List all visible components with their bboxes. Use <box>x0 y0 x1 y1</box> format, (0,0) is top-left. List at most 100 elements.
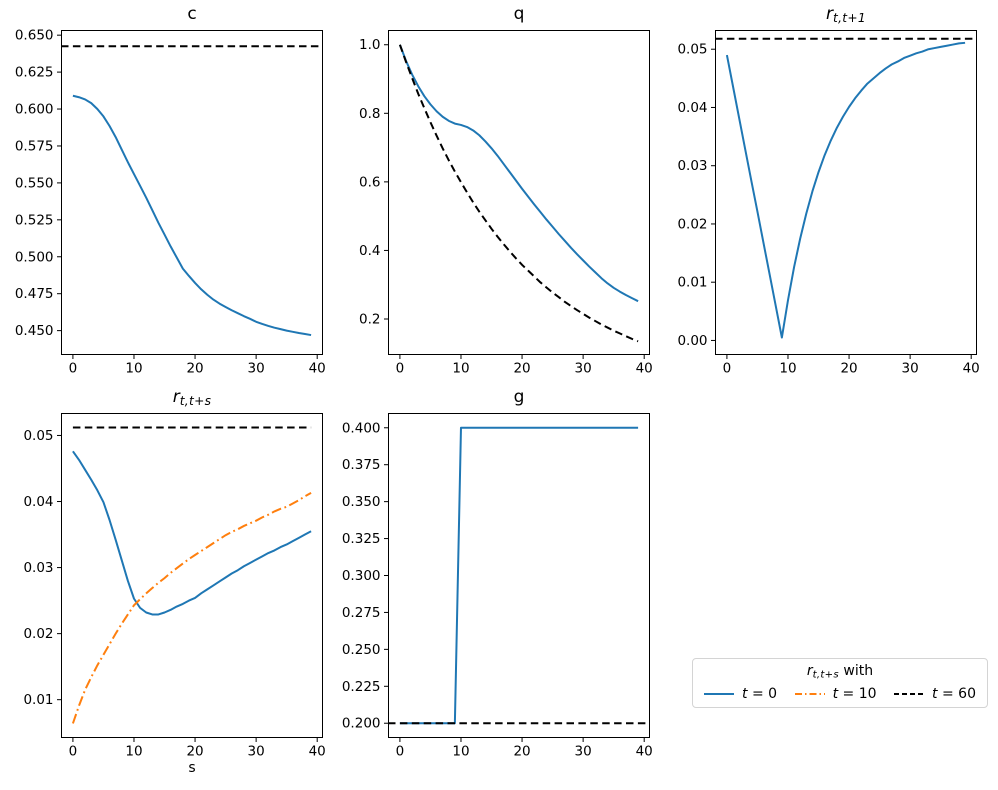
svg-text:0.2: 0.2 <box>359 312 380 328</box>
y-axis-ticks: 0.450 0.475 0.500 0.525 0.550 0.575 0.600 0.625… <box>15 28 61 339</box>
svg-text:0.6: 0.6 <box>359 174 380 190</box>
svg-text:0.8: 0.8 <box>359 106 380 122</box>
svg-text:40: 40 <box>636 744 653 760</box>
svg-text:0.00: 0.00 <box>677 333 707 349</box>
svg-text:40: 40 <box>309 744 326 760</box>
svg-text:0: 0 <box>69 744 78 760</box>
svg-text:0.600: 0.600 <box>15 102 54 118</box>
axes-spines <box>61 413 323 738</box>
svg-text:40: 40 <box>636 361 653 377</box>
svg-text:0.03: 0.03 <box>23 560 53 576</box>
svg-text:0.625: 0.625 <box>15 65 54 81</box>
x-axis-ticks: 0 10 20 30 40 <box>396 738 653 760</box>
axes-spines <box>715 30 977 355</box>
y-axis-ticks: 0.00 0.01 0.02 0.03 0.04 0.05 <box>677 42 715 349</box>
svg-text:0.475: 0.475 <box>15 286 54 302</box>
legend-item-t10: t = 10 <box>794 686 877 702</box>
svg-text:40: 40 <box>963 361 980 377</box>
svg-text:10: 10 <box>125 744 142 760</box>
legend-title-var: r <box>806 663 813 679</box>
chart-r-t-t1: 0 10 20 30 40 0.00 0.01 0.02 0.03 0.04 0.05 rt,t+1 <box>677 4 980 377</box>
svg-text:0.350: 0.350 <box>342 494 381 510</box>
svg-text:20: 20 <box>186 744 203 760</box>
legend-label-t10: t = 10 <box>832 686 877 702</box>
series-t-10 <box>71 492 312 724</box>
legend-sample-dashed-line <box>894 693 925 695</box>
svg-text:0.525: 0.525 <box>15 212 54 228</box>
series-q-dashed <box>398 44 639 343</box>
svg-text:0.4: 0.4 <box>359 243 380 259</box>
axes-spines <box>388 413 650 738</box>
legend-title-suffix: with <box>838 663 874 679</box>
svg-text:30: 30 <box>248 744 265 760</box>
svg-text:20: 20 <box>513 744 530 760</box>
axes-spines <box>388 30 650 355</box>
plot-area-rts: 0 10 20 30 40 0.01 0.02 0.03 0.04 0.05 <box>23 413 326 760</box>
svg-text:20: 20 <box>186 361 203 377</box>
x-axis-ticks: 0 10 20 30 40 <box>69 738 326 760</box>
svg-text:30: 30 <box>575 744 592 760</box>
chart-c: 0 10 20 30 40 0.450 0.475 0.500 0.525 0.550 0.575 0… <box>15 4 326 377</box>
x-axis-ticks: 0 10 20 30 40 <box>396 355 653 377</box>
svg-text:0.05: 0.05 <box>677 42 707 58</box>
svg-text:0: 0 <box>396 361 405 377</box>
svg-text:0.650: 0.650 <box>15 28 54 44</box>
series-r-one-period <box>725 41 966 339</box>
plot-area-c: 0 10 20 30 400.4500.4750.5000.5250.5500.5750… <box>15 28 326 377</box>
y-axis-ticks: 0.2 0.4 0.6 0.8 1.0 <box>359 37 388 328</box>
svg-text:0.200: 0.200 <box>342 716 381 732</box>
svg-text:0.04: 0.04 <box>677 100 707 116</box>
svg-text:10: 10 <box>779 361 796 377</box>
series-c-path <box>72 94 312 337</box>
chart-title-r1: rt,t+1 <box>825 4 867 26</box>
svg-text:10: 10 <box>452 361 469 377</box>
legend-items: t = 0 t = 10 t = 60 <box>704 686 976 702</box>
svg-text:0.275: 0.275 <box>342 605 381 621</box>
svg-text:0.02: 0.02 <box>23 626 53 642</box>
plot-area-q: 0 10 20 30 40 0.2 0.4 0.6 0.8 1.0 <box>359 30 653 377</box>
legend-item-t0: t = 0 <box>704 686 777 702</box>
y-axis-ticks: 0.01 0.02 0.03 0.04 0.05 <box>23 428 61 708</box>
svg-text:0.575: 0.575 <box>15 138 54 154</box>
chart-title-q: q <box>513 4 525 24</box>
svg-text:0.375: 0.375 <box>342 457 381 473</box>
legend-label-t0: t = 0 <box>742 686 778 702</box>
legend-label-t60: t = 60 <box>932 686 976 702</box>
legend-sample-dashdot-line <box>794 693 825 695</box>
chart-g: 0 10 20 30 40 0.200 0.225 0.250 0.275 0.300 0.325 0… <box>342 387 653 760</box>
x-axis-label-rts: s <box>188 760 196 776</box>
svg-text:0.01: 0.01 <box>23 692 53 708</box>
svg-text:10: 10 <box>125 361 142 377</box>
svg-text:0: 0 <box>69 361 78 377</box>
svg-text:0.04: 0.04 <box>23 494 53 510</box>
legend-item-t60: t = 60 <box>894 686 976 702</box>
svg-text:0.05: 0.05 <box>23 428 53 444</box>
chart-title-c: c <box>187 4 197 24</box>
chart-title-g: g <box>513 387 525 407</box>
svg-text:0.01: 0.01 <box>677 275 707 291</box>
legend-sample-solid-line <box>704 693 734 695</box>
svg-text:0.03: 0.03 <box>677 158 707 174</box>
svg-text:0.325: 0.325 <box>342 531 381 547</box>
svg-text:0.500: 0.500 <box>15 249 54 265</box>
plot-area-g: 0 10 20 30 400.2000.2250.2500.2750.3000.3250… <box>342 413 653 760</box>
axes-spines <box>61 30 323 355</box>
legend: rt,t+s with t = 0 t = 10 t = 60 <box>692 658 988 708</box>
svg-text:30: 30 <box>575 361 592 377</box>
svg-text:0.300: 0.300 <box>342 568 381 584</box>
x-axis-ticks: 0 10 20 30 40 <box>723 355 980 377</box>
chart-title-rts: rt,t+s <box>172 387 212 409</box>
svg-text:20: 20 <box>513 361 530 377</box>
svg-text:0.550: 0.550 <box>15 175 54 191</box>
plot-area-r1: 0 10 20 30 40 0.00 0.01 0.02 0.03 0.04 0.05 <box>677 30 980 377</box>
chart-r-t-ts: 0 10 20 30 40 0.01 0.02 0.03 0.04 0.05 rt,t+s s <box>23 387 326 776</box>
svg-text:0.450: 0.450 <box>15 323 54 339</box>
svg-text:10: 10 <box>452 744 469 760</box>
legend-title: rt,t+s with <box>704 663 976 684</box>
svg-text:0: 0 <box>396 744 405 760</box>
svg-text:30: 30 <box>248 361 265 377</box>
svg-text:20: 20 <box>840 361 857 377</box>
legend-title-subscript: t,t+s <box>812 669 839 681</box>
series-g-path <box>399 426 639 725</box>
